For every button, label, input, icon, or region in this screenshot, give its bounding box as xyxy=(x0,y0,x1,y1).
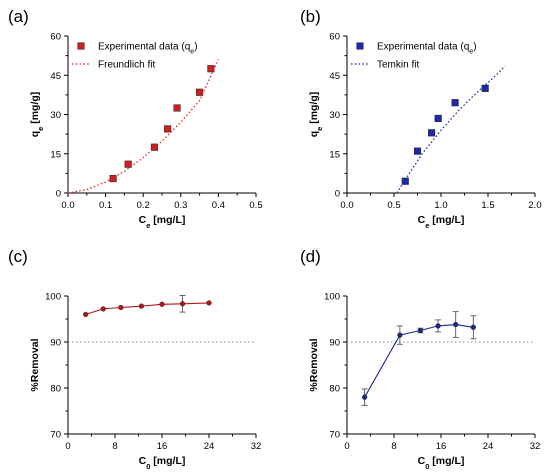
panel-a-y-tick-label: 0 xyxy=(56,189,61,200)
panel-a-legend-label: Experimental data (qe) xyxy=(98,42,198,56)
panel-c-x-axis-label: C0 [mg/L] xyxy=(139,455,186,471)
panel-b-y-tick-label: 0 xyxy=(335,189,340,200)
panel-b-y-axis-label: qe [mg/g] xyxy=(308,92,324,138)
panel-d-data-point xyxy=(453,321,459,328)
panel-d-y-tick-label: 70 xyxy=(329,430,340,441)
panel-a-y-axis-label: qe [mg/g] xyxy=(29,92,45,138)
panel-b-legend-marker xyxy=(356,42,364,50)
panel-a-data-point xyxy=(196,88,204,96)
panel-c-x-tick-label: 32 xyxy=(251,441,262,452)
panel-b-x-tick-label: 0.0 xyxy=(340,200,353,211)
panel-a-data-point xyxy=(173,104,181,112)
panel-d-series-line xyxy=(364,323,474,398)
panel-d-data-point xyxy=(362,394,368,400)
panel-a-fit-line xyxy=(67,59,219,194)
panel-c-y-axis-label: %Removal xyxy=(29,338,41,391)
panel-c-letter: (c) xyxy=(8,247,28,266)
panel-b-letter: (b) xyxy=(300,7,321,26)
panel-d-data-point xyxy=(417,327,424,334)
panel-d-x-tick-label: 24 xyxy=(483,441,494,452)
panel-c-data-point xyxy=(179,301,186,307)
panel-a-x-tick-label: 0.2 xyxy=(137,200,150,211)
panel-d-x-tick-label: 32 xyxy=(530,441,541,452)
panel-c-data-point xyxy=(159,301,165,307)
panel-b: (b) 0.0 0.5 1.0 1.5 2.0 0 15 30 45 60 Ce [mg/L] qe [… xyxy=(300,7,542,230)
panel-c-y-tick-label: 90 xyxy=(50,338,61,349)
panel-d-data-point xyxy=(397,332,403,338)
panel-d-y-tick-label: 80 xyxy=(329,384,340,395)
panel-d-data-point xyxy=(470,324,476,330)
panel-c-x-tick-label: 24 xyxy=(204,441,215,452)
panel-c-data-point xyxy=(206,300,212,306)
panel-a-x-tick-label: 0.0 xyxy=(61,200,74,211)
panel-a-data-point xyxy=(164,125,172,133)
panel-b-data-point xyxy=(401,177,409,185)
panel-b-x-axis-label: Ce [mg/L] xyxy=(418,214,465,230)
panel-d-x-tick-label: 0 xyxy=(344,441,349,452)
panel-b-legend-label: Experimental data (qe) xyxy=(377,42,477,56)
panel-a-data-point xyxy=(207,65,215,73)
panel-b-data-point xyxy=(413,147,422,155)
panel-c-y-tick-label: 100 xyxy=(45,292,61,303)
panel-c-y-tick-label: 80 xyxy=(50,384,61,395)
panel-c-x-tick-label: 16 xyxy=(157,441,168,452)
panel-b-legend-label: Temkin fit xyxy=(377,60,419,71)
panel-a-y-tick-label: 60 xyxy=(50,32,61,43)
panel-a: (a) 0.0 0.1 0.2 0.3 0.4 0.5 0 15 30 45 60 Ce [mg/L] q… xyxy=(8,7,263,230)
panel-c-data-point xyxy=(118,304,124,311)
panel-c-x-tick-label: 0 xyxy=(65,441,70,452)
panel-b-x-tick-label: 0.5 xyxy=(387,200,400,211)
panel-a-legend-label: Freundlich fit xyxy=(98,60,155,71)
panel-a-legend-marker xyxy=(77,42,85,50)
panel-c-x-tick-label: 8 xyxy=(112,441,117,452)
panel-a-data-point xyxy=(109,175,117,183)
panel-d-y-tick-label: 100 xyxy=(324,292,340,303)
panel-b-data-point xyxy=(428,129,436,137)
panel-c-data-point xyxy=(100,306,106,312)
panel-b-x-tick-label: 1.0 xyxy=(434,200,447,211)
panel-b-data-point xyxy=(434,114,442,122)
panel-d-data-point xyxy=(435,323,441,329)
panel-b-y-tick-label: 15 xyxy=(329,149,340,160)
panel-c-data-point xyxy=(83,311,89,318)
panel-a-letter: (a) xyxy=(8,7,29,26)
panel-b-y-tick-label: 45 xyxy=(329,71,340,82)
panel-b-fit-line xyxy=(396,65,506,194)
panel-a-x-tick-label: 0.3 xyxy=(174,200,187,211)
panel-a-x-tick-label: 0.5 xyxy=(249,200,262,211)
panel-d-x-tick-label: 8 xyxy=(391,441,396,452)
panel-b-data-point xyxy=(481,84,489,92)
panel-d: (d) 0 8 16 24 32 70 80 90 100 C0 [mg/L] %Removal xyxy=(300,247,540,471)
panel-a-y-tick-label: 45 xyxy=(50,71,61,82)
panel-a-y-tick-label: 30 xyxy=(50,110,61,121)
panel-a-x-tick-label: 0.4 xyxy=(212,200,225,211)
panel-c: (c) 0 8 16 24 32 70 80 90 100 C0 [mg/L] %Removal xyxy=(8,247,261,471)
panel-d-letter: (d) xyxy=(300,247,321,266)
panel-b-data-point xyxy=(451,99,459,107)
panel-a-x-axis-label: Ce [mg/L] xyxy=(139,214,186,230)
panel-a-x-tick-label: 0.1 xyxy=(99,200,112,211)
panel-b-y-tick-label: 60 xyxy=(329,32,340,43)
panel-a-data-point xyxy=(124,160,132,168)
panel-a-y-tick-label: 15 xyxy=(50,149,61,160)
panel-b-x-tick-label: 2.0 xyxy=(528,200,541,211)
panel-b-y-tick-label: 30 xyxy=(329,110,340,121)
panel-c-y-tick-label: 70 xyxy=(50,430,61,441)
panel-d-y-axis-label: %Removal xyxy=(308,338,320,391)
panel-d-x-tick-label: 16 xyxy=(436,441,447,452)
panel-b-x-tick-label: 1.5 xyxy=(481,200,494,211)
panel-d-x-axis-label: C0 [mg/L] xyxy=(418,455,465,471)
panel-d-y-tick-label: 90 xyxy=(329,338,340,349)
panel-c-data-point xyxy=(138,303,145,309)
